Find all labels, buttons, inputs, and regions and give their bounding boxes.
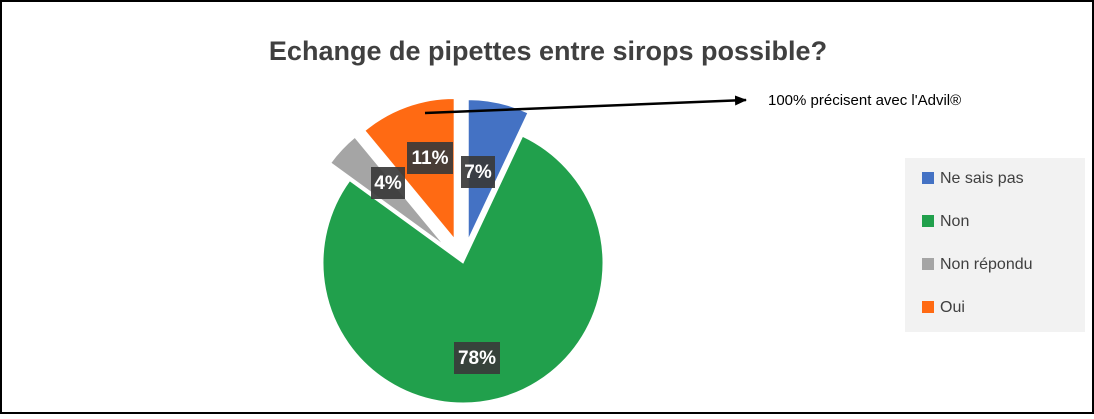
legend-label: Oui <box>940 299 965 316</box>
legend-swatch <box>922 215 934 227</box>
data-label-box <box>454 342 500 374</box>
pie-slice <box>467 99 529 240</box>
chart-title: Echange de pipettes entre sirops possibl… <box>269 36 827 66</box>
legend-swatch <box>922 172 934 184</box>
legend-label: Non <box>940 213 969 230</box>
pie: 7% 78% 4% 11% <box>322 98 604 404</box>
data-label-box <box>407 142 453 174</box>
legend-swatch <box>922 301 934 313</box>
legend-box <box>905 158 1085 332</box>
annotation: 100% précisent avec l'Advil® <box>768 92 961 109</box>
data-label-box <box>461 156 495 188</box>
data-label: 7% <box>464 162 492 183</box>
pie-slice <box>322 135 604 404</box>
data-label: 11% <box>412 148 449 169</box>
legend-label: Non répondu <box>940 256 1033 273</box>
data-label-box <box>371 167 405 199</box>
data-label: 4% <box>374 173 402 194</box>
annotation-arrow <box>424 95 747 115</box>
legend: Ne sais pas Non Non répondu Oui <box>922 170 1033 316</box>
legend-swatch <box>922 258 934 270</box>
data-label: 78% <box>458 348 496 369</box>
legend-label: Ne sais pas <box>940 170 1024 187</box>
